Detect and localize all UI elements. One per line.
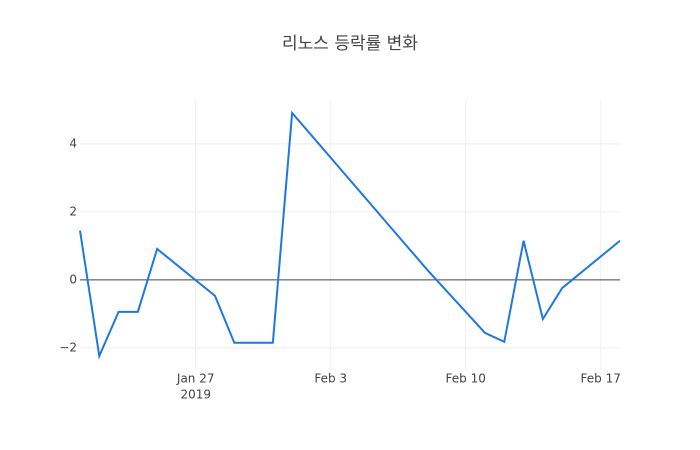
x-tick-label: Feb 17 [581, 372, 621, 386]
y-tick-label: 4 [69, 136, 77, 150]
chart-title: 리노스 등락률 변화 [282, 34, 418, 54]
y-tick-label: −2 [59, 340, 77, 354]
y-tick-label: 2 [69, 204, 77, 218]
x-tick-label: Jan 27 [176, 372, 215, 386]
line-series [79, 110, 621, 360]
x-tick-label: Feb 10 [446, 372, 486, 386]
y-tick-label: 0 [69, 272, 77, 286]
x-tick-label: Feb 3 [314, 372, 347, 386]
x-tick-year: 2019 [180, 388, 211, 402]
